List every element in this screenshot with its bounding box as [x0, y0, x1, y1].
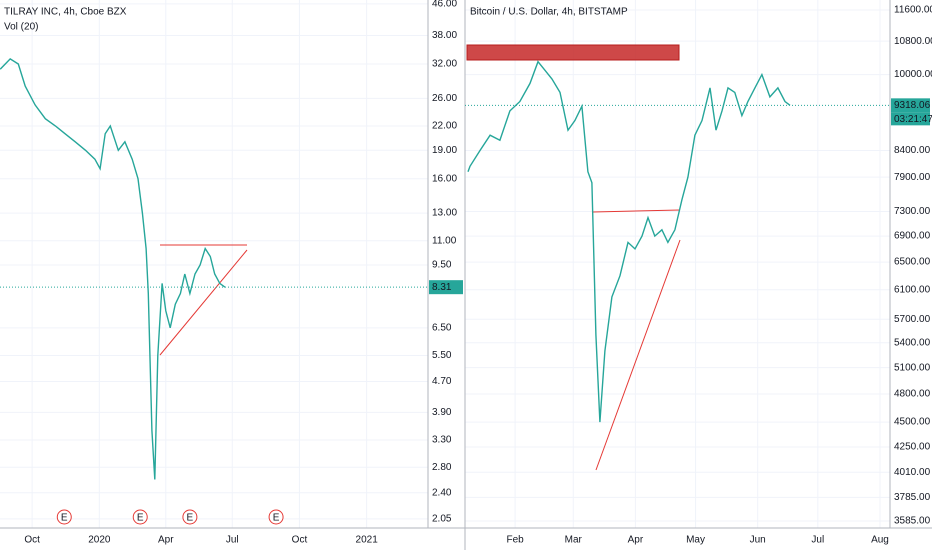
y-tick-label: 2.05 — [432, 514, 452, 525]
y-tick-label: 6900.00 — [894, 231, 931, 242]
y-tick-label: 3785.00 — [894, 492, 931, 503]
resistance-zone — [466, 44, 680, 61]
y-tick-label: 3.90 — [432, 407, 452, 418]
x-tick-label: Jul — [811, 535, 824, 546]
earnings-label: E — [61, 513, 68, 524]
x-tick-label: Jul — [226, 535, 239, 546]
last-price-label: 9318.06 — [894, 100, 931, 111]
x-tick-label: Feb — [507, 535, 525, 546]
x-tick-label: Apr — [628, 535, 644, 546]
earnings-label: E — [187, 513, 194, 524]
last-price-box — [891, 98, 930, 113]
x-tick-label: 2020 — [88, 535, 111, 546]
price-line — [0, 58, 226, 480]
y-tick-label: 4250.00 — [894, 442, 931, 453]
y-tick-label: 8400.00 — [894, 145, 931, 156]
y-tick-label: 4500.00 — [894, 417, 931, 428]
y-tick-label: 5700.00 — [894, 314, 931, 325]
resistance-line — [592, 209, 681, 213]
x-tick-label: 2021 — [356, 535, 379, 546]
earnings-marker — [132, 509, 148, 525]
earnings-label: E — [273, 513, 280, 524]
earnings-label: E — [137, 513, 144, 524]
y-tick-label: 6.50 — [432, 322, 452, 333]
chart-title: Bitcoin / U.S. Dollar, 4h, BITSTAMP — [470, 7, 628, 18]
countdown-box — [891, 112, 930, 126]
y-tick-label: 26.00 — [432, 93, 457, 104]
earnings-marker — [182, 509, 198, 525]
countdown-label: 03:21:47 — [894, 114, 932, 125]
y-tick-label: 13.00 — [432, 208, 457, 219]
y-tick-label: 10800.00 — [894, 36, 932, 47]
y-tick-label: 5100.00 — [894, 362, 931, 373]
chart-title: TILRAY INC, 4h, Cboe BZX — [4, 7, 127, 18]
y-tick-label: 10000.00 — [894, 69, 932, 80]
y-tick-label: 4010.00 — [894, 467, 931, 478]
last-price-label: 8.31 — [432, 282, 452, 293]
y-tick-label: 11600.00 — [894, 5, 932, 16]
y-tick-label: 22.00 — [432, 121, 457, 132]
y-tick-label: 19.00 — [432, 145, 457, 156]
y-tick-label: 5400.00 — [894, 337, 931, 348]
y-tick-label: 7900.00 — [894, 172, 931, 183]
y-tick-label: 6100.00 — [894, 284, 931, 295]
y-tick-label: 2.40 — [432, 487, 452, 498]
trend-line — [159, 249, 248, 356]
x-tick-label: Oct — [292, 535, 308, 546]
drawings — [159, 44, 681, 471]
y-tick-label: 2.80 — [432, 462, 452, 473]
x-tick-label: Apr — [158, 535, 174, 546]
y-tick-label: 7300.00 — [894, 206, 931, 217]
y-tick-label: 4800.00 — [894, 389, 931, 400]
x-tick-label: Oct — [24, 535, 40, 546]
x-tick-label: Aug — [871, 535, 889, 546]
earnings-marker — [268, 509, 284, 525]
x-tick-label: Jun — [750, 535, 766, 546]
x-tick-label: Mar — [565, 535, 583, 546]
trend-line — [595, 239, 681, 471]
earnings-marker — [56, 509, 72, 525]
y-tick-label: 4.70 — [432, 376, 452, 387]
y-tick-label: 11.00 — [432, 235, 457, 246]
y-tick-label: 3.30 — [432, 435, 452, 446]
last-price-box — [429, 280, 463, 295]
y-tick-label: 46.00 — [432, 0, 457, 10]
y-tick-label: 32.00 — [432, 59, 457, 70]
x-tick-label: May — [686, 535, 705, 546]
y-tick-label: 16.00 — [432, 173, 457, 184]
y-tick-label: 38.00 — [432, 30, 457, 41]
y-tick-label: 6500.00 — [894, 257, 931, 268]
y-tick-label: 5.50 — [432, 350, 452, 361]
y-tick-label: 9.50 — [432, 260, 452, 271]
indicator-label: Vol (20) — [4, 22, 38, 33]
y-tick-label: 3585.00 — [894, 516, 931, 527]
price-line — [467, 60, 791, 423]
